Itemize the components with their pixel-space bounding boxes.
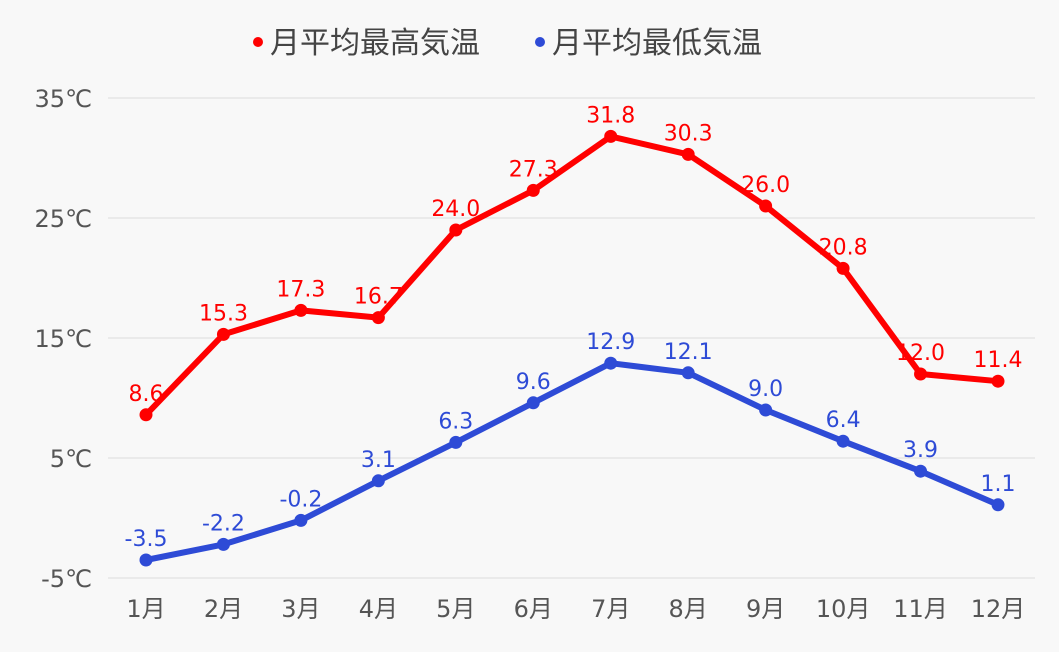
x-tick-label: 8月 — [669, 595, 708, 623]
data-label: -3.5 — [125, 527, 168, 552]
x-tick-label: 3月 — [281, 595, 320, 623]
data-point — [759, 403, 773, 417]
x-axis: 1月 2月 3月 4月 5月 6月 7月 8月 9月 10月 11月 12月 — [126, 595, 1025, 623]
legend-label: 月平均最低気温 — [552, 26, 762, 61]
series-line — [145, 360, 1000, 563]
data-point — [604, 129, 618, 143]
data-point — [526, 183, 540, 197]
data-point — [216, 327, 230, 341]
x-tick-label: 10月 — [816, 595, 871, 623]
data-label: 11.4 — [974, 348, 1023, 373]
data-point — [139, 408, 153, 422]
data-label: 17.3 — [276, 277, 325, 302]
data-label: -0.2 — [279, 487, 322, 512]
y-axis: -5℃ 5℃ 15℃ 25℃ 35℃ — [35, 85, 93, 593]
data-point — [914, 464, 928, 478]
x-tick-label: 7月 — [591, 595, 630, 623]
data-point — [449, 435, 463, 449]
data-label: 20.8 — [819, 235, 868, 260]
series-2: -3.5 -2.2 -0.2 3.1 6.3 9.6 12.9 12.1 9.0 6.4 3.9 1.… — [125, 330, 1016, 567]
data-label: 12.0 — [896, 341, 945, 366]
data-label: 3.9 — [903, 438, 938, 463]
data-point — [371, 311, 385, 325]
x-tick-label: 9月 — [746, 595, 785, 623]
series: 8.6 15.3 17.3 16.7 24.0 27.3 31.8 30.3 26.0 20.8 1… — [125, 103, 1023, 567]
data-point — [681, 366, 695, 380]
data-point — [991, 374, 1005, 388]
x-tick-label: 2月 — [204, 595, 243, 623]
data-label: 8.6 — [129, 382, 164, 407]
series-line — [143, 133, 999, 417]
data-label: 16.7 — [354, 285, 403, 310]
x-tick-label: 12月 — [971, 595, 1026, 623]
data-label: 12.1 — [664, 340, 713, 365]
data-point — [294, 303, 308, 317]
data-point — [836, 434, 850, 448]
data-label: 30.3 — [664, 121, 713, 146]
data-label: 6.3 — [438, 409, 473, 434]
legend-label: 月平均最高気温 — [270, 26, 480, 61]
legend: 月平均最高気温 月平均最低気温 — [253, 26, 762, 61]
x-tick-label: 6月 — [514, 595, 553, 623]
data-label: 6.4 — [826, 408, 861, 433]
data-point — [681, 147, 695, 161]
data-point — [914, 367, 928, 381]
data-point — [604, 356, 618, 370]
data-label: 15.3 — [199, 301, 248, 326]
data-point — [526, 396, 540, 410]
data-point — [294, 513, 308, 527]
y-tick-label: -5℃ — [41, 565, 92, 593]
y-tick-label: 25℃ — [35, 205, 93, 233]
data-point — [449, 223, 463, 237]
data-label: 1.1 — [981, 472, 1016, 497]
y-tick-label: 5℃ — [50, 445, 92, 473]
data-label: 9.6 — [516, 370, 551, 395]
data-label: 12.9 — [586, 330, 635, 355]
x-tick-label: 4月 — [359, 595, 398, 623]
data-label: 9.0 — [748, 377, 783, 402]
data-label: -2.2 — [202, 511, 245, 536]
x-tick-label: 1月 — [126, 595, 165, 623]
data-label: 26.0 — [741, 173, 790, 198]
y-tick-label: 15℃ — [35, 325, 93, 353]
data-label: 31.8 — [586, 103, 635, 128]
data-point — [139, 553, 153, 567]
legend-marker — [535, 37, 545, 47]
data-point — [759, 199, 773, 213]
data-label: 24.0 — [431, 197, 480, 222]
data-point — [991, 498, 1005, 512]
data-point — [836, 261, 850, 275]
data-point — [216, 537, 230, 551]
y-tick-label: 35℃ — [35, 85, 93, 113]
data-label: 27.3 — [509, 157, 558, 182]
data-point — [371, 474, 385, 488]
series-1: 8.6 15.3 17.3 16.7 24.0 27.3 31.8 30.3 26.0 20.8 1… — [129, 103, 1023, 422]
x-tick-label: 11月 — [893, 595, 948, 623]
data-label: 3.1 — [361, 448, 396, 473]
x-tick-label: 5月 — [436, 595, 475, 623]
legend-marker — [253, 37, 263, 47]
